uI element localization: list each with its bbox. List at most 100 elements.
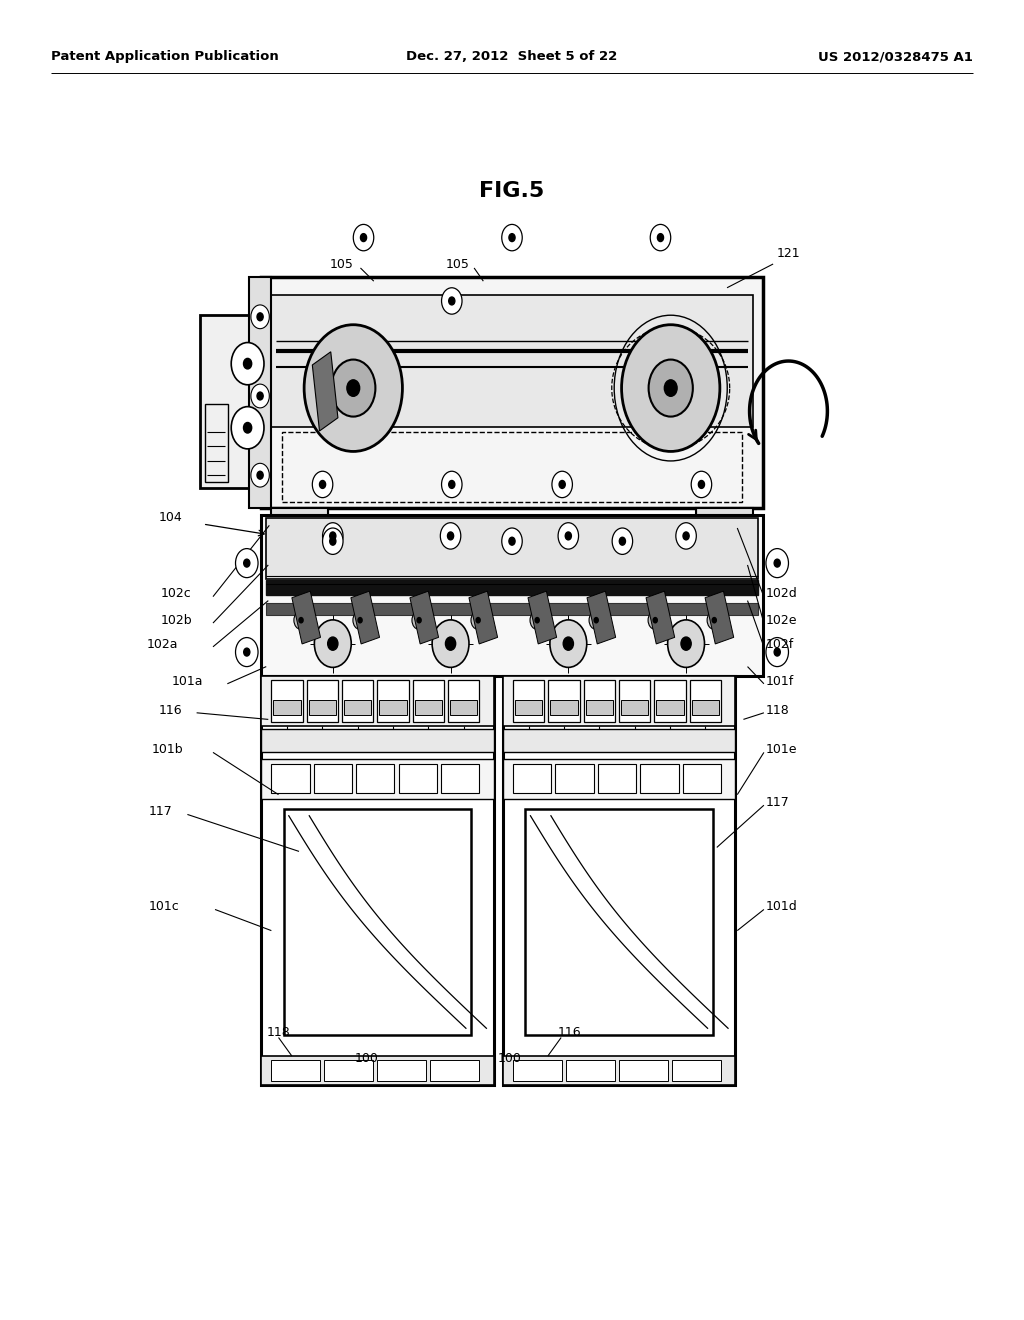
Circle shape — [449, 480, 455, 488]
Bar — [342, 680, 374, 722]
Circle shape — [251, 463, 269, 487]
Polygon shape — [351, 591, 380, 644]
Circle shape — [552, 471, 572, 498]
Text: Patent Application Publication: Patent Application Publication — [51, 50, 279, 63]
Polygon shape — [469, 591, 498, 644]
Text: 116: 116 — [557, 1026, 582, 1039]
Circle shape — [330, 537, 336, 545]
Circle shape — [330, 532, 336, 540]
Circle shape — [665, 380, 677, 396]
Bar — [555, 764, 594, 793]
Circle shape — [471, 611, 485, 630]
Text: Dec. 27, 2012  Sheet 5 of 22: Dec. 27, 2012 Sheet 5 of 22 — [407, 50, 617, 63]
Bar — [380, 700, 407, 715]
Circle shape — [774, 648, 780, 656]
Circle shape — [558, 523, 579, 549]
Bar — [503, 676, 735, 1085]
Circle shape — [449, 297, 455, 305]
Text: FIG.5: FIG.5 — [479, 181, 545, 202]
Text: 102f: 102f — [766, 638, 795, 651]
Bar — [415, 700, 442, 715]
Bar — [656, 700, 684, 715]
Circle shape — [620, 537, 626, 545]
Text: 105: 105 — [445, 257, 469, 271]
Circle shape — [653, 618, 657, 623]
Circle shape — [550, 620, 587, 668]
Text: 101c: 101c — [148, 900, 179, 913]
Circle shape — [476, 618, 480, 623]
Bar — [205, 404, 228, 482]
Bar — [513, 680, 545, 722]
Text: 105: 105 — [330, 257, 353, 271]
Bar — [513, 1060, 562, 1081]
Bar — [441, 764, 479, 793]
Circle shape — [353, 611, 368, 630]
Bar — [551, 700, 578, 715]
Bar — [282, 433, 742, 502]
Text: 102d: 102d — [766, 587, 798, 601]
Circle shape — [236, 549, 258, 578]
Circle shape — [353, 224, 374, 251]
Bar — [515, 700, 543, 715]
Bar — [378, 1060, 426, 1081]
Bar — [271, 764, 309, 793]
Circle shape — [441, 471, 462, 498]
Bar — [271, 1060, 321, 1081]
Circle shape — [536, 618, 540, 623]
Circle shape — [565, 532, 571, 540]
Text: 121: 121 — [776, 247, 800, 260]
Circle shape — [244, 560, 250, 568]
Circle shape — [440, 523, 461, 549]
Circle shape — [612, 528, 633, 554]
Bar — [261, 759, 494, 799]
Bar — [503, 676, 735, 726]
Bar — [640, 764, 679, 793]
Bar — [598, 764, 636, 793]
Circle shape — [323, 523, 343, 549]
Circle shape — [251, 305, 269, 329]
Circle shape — [257, 313, 263, 321]
Bar — [618, 1060, 668, 1081]
Circle shape — [683, 532, 689, 540]
Circle shape — [244, 358, 252, 368]
Bar — [378, 680, 409, 722]
Bar — [266, 579, 758, 595]
Text: 100: 100 — [354, 1052, 379, 1065]
Circle shape — [358, 618, 362, 623]
Bar — [261, 515, 763, 676]
Circle shape — [648, 359, 693, 417]
Circle shape — [502, 528, 522, 554]
Circle shape — [417, 618, 421, 623]
Bar — [271, 508, 328, 515]
Bar — [266, 517, 758, 579]
Circle shape — [657, 234, 664, 242]
Bar — [261, 676, 494, 1085]
Bar — [621, 700, 648, 715]
Bar — [273, 700, 301, 715]
Bar — [325, 1060, 374, 1081]
Bar — [261, 729, 494, 752]
Text: 102a: 102a — [146, 638, 178, 651]
Bar — [584, 680, 614, 722]
Circle shape — [445, 638, 456, 651]
Circle shape — [559, 480, 565, 488]
Circle shape — [299, 618, 303, 623]
Bar — [249, 277, 271, 508]
Circle shape — [622, 325, 720, 451]
Circle shape — [441, 288, 462, 314]
Bar — [200, 315, 266, 488]
Bar — [503, 759, 735, 799]
Bar — [549, 680, 580, 722]
Circle shape — [331, 359, 376, 417]
Bar — [451, 700, 477, 715]
Text: 102c: 102c — [161, 587, 191, 601]
Bar — [413, 680, 444, 722]
Circle shape — [432, 620, 469, 668]
Bar — [271, 296, 753, 428]
Circle shape — [509, 537, 515, 545]
Circle shape — [231, 342, 264, 385]
Circle shape — [257, 392, 263, 400]
Circle shape — [708, 611, 722, 630]
Circle shape — [502, 224, 522, 251]
Circle shape — [563, 638, 573, 651]
